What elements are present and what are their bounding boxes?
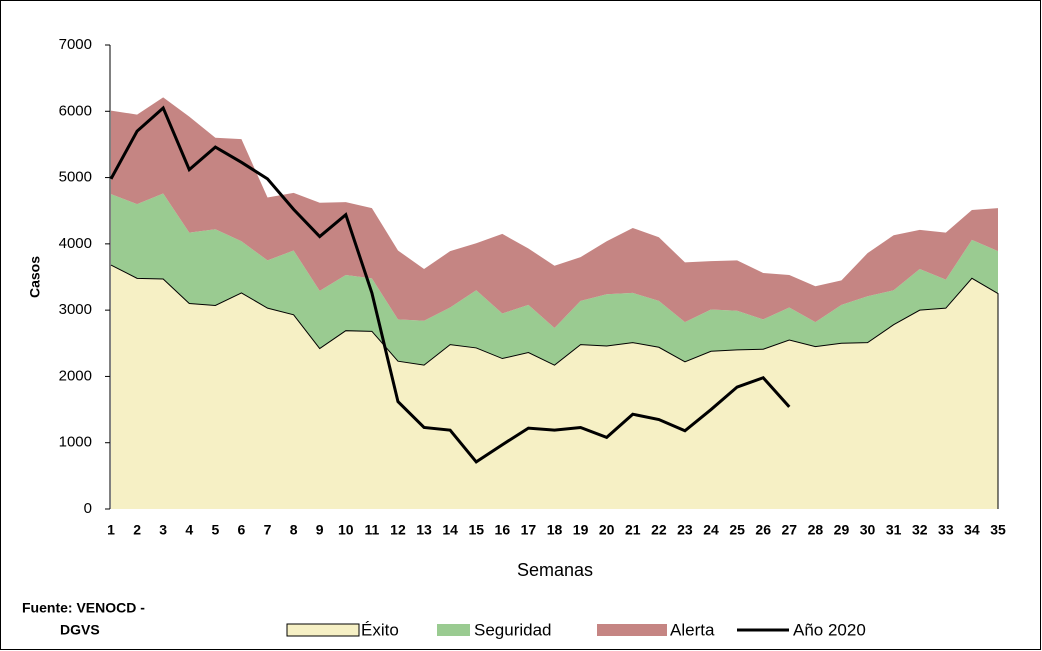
x-tick-label: 6 [238, 522, 246, 538]
x-tick-label: 31 [886, 522, 902, 538]
x-tick-label: 19 [573, 522, 589, 538]
area [111, 97, 998, 329]
x-tick-label: 16 [495, 522, 511, 538]
x-tick-label: 1 [107, 522, 115, 538]
legend-swatch [597, 624, 667, 636]
x-tick-label: 2 [133, 522, 141, 538]
x-tick-label: 23 [677, 522, 693, 538]
plot [109, 97, 999, 509]
area-edge [110, 264, 999, 509]
legend-swatch [437, 624, 470, 636]
x-tick-label: 13 [416, 522, 432, 538]
x-tick-label: 15 [468, 522, 484, 538]
x-tick-label: 29 [834, 522, 850, 538]
x-tick-label: 9 [316, 522, 324, 538]
legend: Éxito Seguridad Alerta Año 2020 [286, 620, 866, 639]
x-tick-label: 28 [808, 522, 824, 538]
x-tick-label: 4 [185, 522, 193, 538]
x-tick-label: 7 [264, 522, 272, 538]
source: Fuente: VENOCD - [22, 600, 145, 616]
x-tick-label: 12 [390, 522, 406, 538]
x-tick-label: 35 [990, 522, 1006, 538]
x-tick-label: 32 [912, 522, 928, 538]
legend-label: Éxito [361, 620, 399, 639]
x-tick-label: 14 [442, 522, 458, 538]
x-tick-label: 8 [290, 522, 298, 538]
x-tick-label: 20 [599, 522, 615, 538]
x-tick-label: 33 [938, 522, 954, 538]
x-tick-label: 18 [547, 522, 563, 538]
y-tick-label: 1000 [59, 434, 92, 451]
y-tick-label: 2000 [59, 367, 92, 384]
x-tick-label: 34 [964, 522, 980, 538]
x-tick-label: 25 [729, 522, 745, 538]
y-axis-label: Casos [27, 256, 43, 298]
x-tick-label: 22 [651, 522, 667, 538]
line [109, 105, 791, 464]
y-tick-label: 5000 [59, 169, 92, 186]
legend-swatch [286, 623, 360, 637]
source: DGVS [60, 622, 100, 638]
x-tick-label: 10 [338, 522, 354, 538]
x-tick-label: 11 [364, 522, 379, 538]
x-tick-label: 17 [521, 522, 537, 538]
x-tick-label: 27 [782, 522, 798, 538]
legend-label: Año 2020 [793, 620, 866, 639]
x-tick-label: 24 [703, 522, 719, 538]
y-tick-label: 6000 [59, 102, 92, 119]
area [111, 193, 998, 366]
x-tick-label: 21 [625, 522, 641, 538]
x-tick-label: 26 [755, 522, 771, 538]
x-axis-label: Semanas [517, 560, 593, 580]
y-tick-label: 4000 [59, 235, 92, 252]
legend-label: Alerta [670, 620, 715, 639]
x-tick-label: 30 [860, 522, 876, 538]
legend-label: Seguridad [474, 620, 552, 639]
y-tick-label: 0 [84, 500, 92, 517]
y-tick-label: 7000 [59, 36, 92, 53]
x-tick-label: 3 [159, 522, 167, 538]
area [111, 265, 998, 509]
y-tick-label: 3000 [59, 301, 92, 318]
x-tick-label: 5 [211, 522, 219, 538]
